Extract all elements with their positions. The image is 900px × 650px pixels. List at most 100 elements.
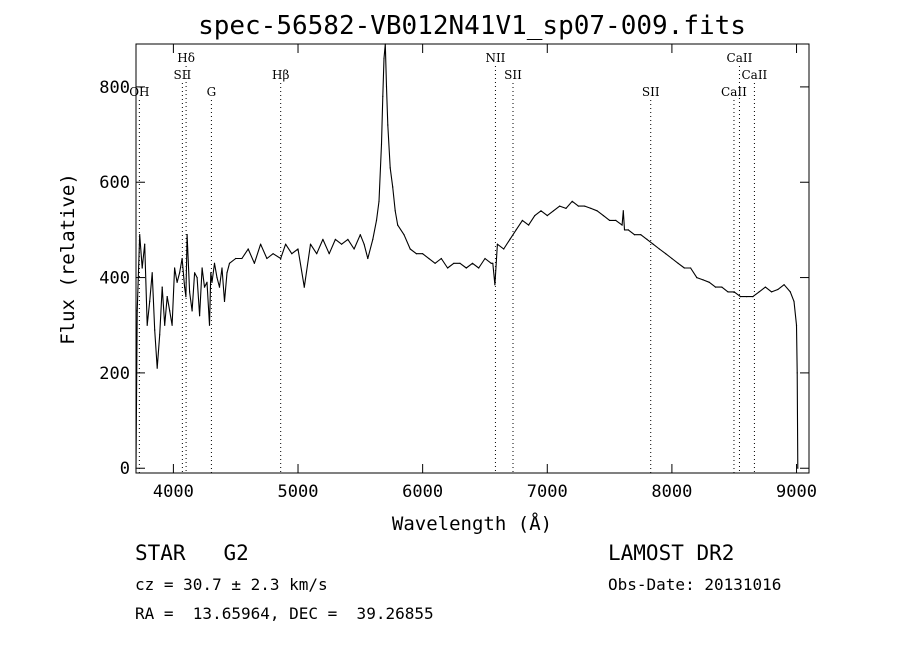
data-point [652,243,654,245]
data-point [677,262,679,264]
y-tick-label-0: 0 [120,459,130,479]
data-point [515,229,517,231]
y-tick-label-1: 200 [99,364,130,384]
data-point [181,257,183,260]
data-point [382,95,384,97]
data-point [334,238,336,240]
line-marker-layer: OH Hδ SII G Hβ NII SII SII CaII CaII CaII [129,51,768,473]
data-point [196,277,198,279]
data-point [590,207,592,209]
line-marker-label-8: CaII [727,51,753,65]
line-marker-label-0: OH [129,85,149,99]
x-tick-label-3: 7000 [527,482,568,502]
data-point [151,272,153,274]
plot-border [135,43,810,474]
line-marker-label-7: SII [642,85,660,99]
data-point [389,167,391,169]
data-point [665,253,667,255]
x-axis-label: Wavelength (Å) [392,512,552,535]
line-marker-label-3: G [207,85,217,99]
data-point [176,281,178,283]
data-point [303,286,305,288]
data-point [387,124,389,126]
data-point [622,210,624,212]
data-point [671,257,673,260]
data-point [211,281,213,283]
data-point [633,234,636,236]
data-point [571,200,573,202]
x-tick-label-0: 4000 [153,482,194,502]
data-point [796,372,798,374]
data-point [171,324,173,326]
data-point [208,324,211,326]
y-tick-label-2: 400 [99,269,130,289]
data-point [139,234,141,236]
data-point [228,262,231,264]
data-point [280,257,282,260]
data-point [179,272,181,274]
data-point [141,267,143,269]
data-point [490,262,492,264]
line-marker-label-9: CaII [741,68,767,82]
data-point [777,288,779,291]
data-point [186,234,188,236]
data-point [484,257,486,260]
data-point [169,310,171,312]
data-point [161,286,163,288]
data-point [341,243,343,245]
data-point [216,277,218,279]
data-point [394,210,396,212]
data-point [584,205,586,207]
data-point [322,238,324,240]
data-point [546,215,548,217]
survey-label: LAMOST DR2 [608,541,735,565]
x-tick-label-4: 8000 [651,482,692,502]
data-point [285,243,287,245]
data-point [602,215,605,217]
data-point [509,238,511,240]
data-point [771,291,773,293]
y-tick-label-3: 600 [99,173,130,193]
data-point [434,262,436,264]
data-point [471,262,474,264]
data-point [185,296,187,298]
data-point [159,334,161,336]
series-layer [135,43,799,469]
data-point [385,86,388,88]
data-point [146,324,148,326]
data-point [383,57,385,59]
class-label: STAR [135,541,186,565]
data-point [309,243,312,245]
data-point [559,205,561,207]
data-point [166,296,168,298]
line-marker-label-1: Hδ [177,51,195,65]
data-point [213,262,216,264]
data-point [203,286,206,288]
data-point [727,291,729,293]
tick-layer: 4000 5000 6000 7000 8000 9000 0 200 400 600 800 [99,44,817,502]
data-point [297,248,299,250]
data-point [409,248,411,250]
data-point [453,262,455,264]
data-point [422,253,424,255]
data-point [359,234,361,236]
data-point [226,272,228,274]
data-point [492,262,494,264]
data-point [191,310,193,312]
data-point [465,267,467,269]
data-point [367,257,369,260]
data-point [397,224,399,226]
data-point [534,215,536,217]
data-point [565,207,567,209]
data-point [210,272,212,274]
data-point [363,243,365,245]
data-point [247,248,249,250]
data-point [609,219,611,221]
data-point [690,267,692,269]
data-point [154,329,156,331]
data-point [316,253,318,255]
data-point [328,253,330,255]
data-point [621,224,623,226]
observation-date: Obs-Date: 20131016 [608,575,782,594]
data-point [658,248,661,250]
